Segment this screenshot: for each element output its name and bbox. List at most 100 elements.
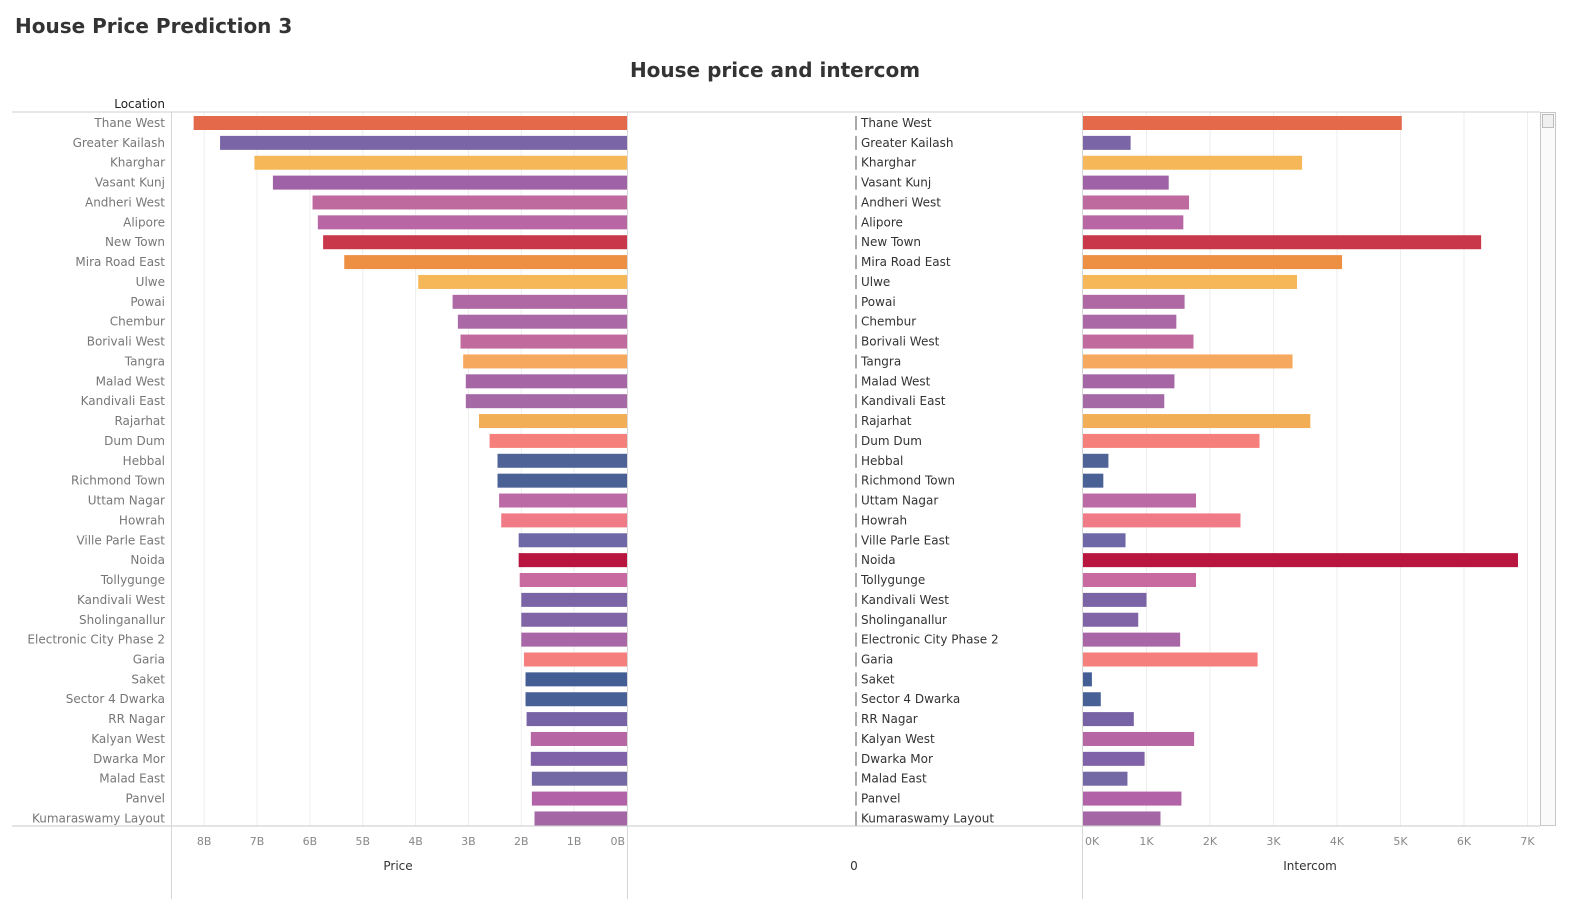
price-bar bbox=[521, 632, 627, 647]
price-bar bbox=[519, 573, 627, 588]
category-label: Richmond Town bbox=[71, 474, 165, 488]
price-bar bbox=[479, 414, 627, 429]
middle-category-label: Kalyan West bbox=[861, 732, 935, 746]
price-bar bbox=[220, 135, 627, 150]
category-label: Saket bbox=[131, 672, 165, 686]
middle-category-label: Malad West bbox=[861, 374, 931, 388]
price-bar bbox=[523, 652, 627, 667]
category-labels: Thane West Thane West Greater Kailash Great… bbox=[27, 116, 999, 826]
middle-category-label: Rajarhat bbox=[861, 414, 912, 428]
price-bar bbox=[531, 771, 627, 786]
price-bar bbox=[344, 255, 627, 270]
category-label: Electronic City Phase 2 bbox=[27, 633, 165, 647]
intercom-bar bbox=[1083, 553, 1518, 568]
category-label: Sholinganallur bbox=[79, 613, 165, 627]
middle-category-label: Powai bbox=[861, 295, 896, 309]
price-tick-label: 0B bbox=[610, 835, 625, 848]
middle-category-label: Kandivali East bbox=[861, 394, 946, 408]
middle-category-label: Saket bbox=[861, 672, 895, 686]
price-bar bbox=[530, 731, 627, 746]
intercom-bar bbox=[1083, 692, 1101, 707]
intercom-bar bbox=[1083, 791, 1182, 806]
chart-title: House price and intercom bbox=[629, 58, 921, 82]
price-bar bbox=[457, 314, 627, 329]
price-bar bbox=[312, 195, 627, 210]
category-label: Uttam Nagar bbox=[88, 494, 165, 508]
price-bar bbox=[497, 473, 627, 488]
scrollbar-thumb[interactable] bbox=[1542, 114, 1554, 128]
category-label: Kharghar bbox=[110, 156, 165, 170]
middle-category-label: Chembur bbox=[861, 315, 916, 329]
category-label: Garia bbox=[133, 652, 165, 666]
intercom-bar bbox=[1083, 632, 1181, 647]
price-tick-label: 2B bbox=[514, 835, 529, 848]
category-label: Kandivali East bbox=[81, 394, 166, 408]
intercom-tick-label: 4K bbox=[1330, 835, 1345, 848]
middle-category-label: Hebbal bbox=[861, 454, 903, 468]
price-tick-label: 3B bbox=[461, 835, 476, 848]
middle-category-label: Greater Kailash bbox=[861, 136, 953, 150]
category-label: Ville Parle East bbox=[76, 533, 165, 547]
category-label: Greater Kailash bbox=[73, 136, 165, 150]
intercom-bar bbox=[1083, 811, 1161, 826]
category-label: Chembur bbox=[110, 315, 165, 329]
intercom-bar bbox=[1083, 493, 1197, 508]
grid-lines bbox=[203, 112, 1528, 826]
middle-category-label: Richmond Town bbox=[861, 474, 955, 488]
middle-category-label: Dum Dum bbox=[861, 434, 922, 448]
price-tick-label: 5B bbox=[355, 835, 370, 848]
intercom-bar bbox=[1083, 215, 1184, 230]
middle-category-label: RR Nagar bbox=[861, 712, 918, 726]
intercom-bar bbox=[1083, 473, 1104, 488]
price-bar bbox=[518, 553, 627, 568]
category-label: Rajarhat bbox=[114, 414, 165, 428]
middle-category-label: Kandivali West bbox=[861, 593, 949, 607]
price-bar bbox=[323, 235, 627, 250]
intercom-tick-label: 5K bbox=[1393, 835, 1408, 848]
intercom-bar bbox=[1083, 672, 1092, 687]
intercom-bar bbox=[1083, 751, 1145, 766]
category-label: Kumaraswamy Layout bbox=[32, 811, 165, 825]
middle-category-label: New Town bbox=[861, 235, 921, 249]
category-label: Powai bbox=[130, 295, 165, 309]
intercom-axis-title: Intercom bbox=[1283, 859, 1337, 873]
intercom-bar bbox=[1083, 394, 1165, 409]
category-label: Panvel bbox=[126, 792, 165, 806]
intercom-bar bbox=[1083, 612, 1139, 627]
price-bar bbox=[521, 612, 627, 627]
price-bar bbox=[534, 811, 627, 826]
middle-category-label: Malad East bbox=[861, 772, 927, 786]
intercom-tick-label: 6K bbox=[1457, 835, 1472, 848]
bars bbox=[193, 116, 1518, 826]
intercom-bar bbox=[1083, 334, 1194, 349]
middle-category-label: Tollygunge bbox=[860, 573, 925, 587]
middle-category-label: Tangra bbox=[860, 354, 901, 368]
price-tick-label: 7B bbox=[250, 835, 265, 848]
intercom-bar bbox=[1083, 354, 1293, 369]
axis-ticks: 8B 7B 6B 5B 4B 3B 2B 1B 0B 0K 1K 2K 3K 4K 5K 6K 7K bbox=[197, 835, 1535, 848]
price-bar bbox=[530, 751, 627, 766]
intercom-bar bbox=[1083, 731, 1195, 746]
category-label: Kalyan West bbox=[91, 732, 165, 746]
vertical-scrollbar[interactable] bbox=[1540, 112, 1556, 826]
price-bar bbox=[489, 433, 627, 448]
category-label: Hebbal bbox=[123, 454, 165, 468]
intercom-bar bbox=[1083, 116, 1402, 130]
intercom-bar bbox=[1083, 155, 1303, 170]
price-bar bbox=[465, 394, 627, 409]
category-label: Noida bbox=[130, 553, 165, 567]
price-bar bbox=[460, 334, 627, 349]
dashboard-title: House Price Prediction 3 bbox=[15, 14, 293, 38]
category-label: RR Nagar bbox=[108, 712, 165, 726]
middle-category-label: Dwarka Mor bbox=[861, 752, 933, 766]
intercom-bar bbox=[1083, 453, 1109, 468]
middle-category-label: Noida bbox=[861, 553, 896, 567]
price-bar bbox=[531, 791, 627, 806]
category-label: Dum Dum bbox=[104, 434, 165, 448]
category-label: Kandivali West bbox=[77, 593, 165, 607]
category-label: Borivali West bbox=[87, 335, 166, 349]
category-label: Malad East bbox=[99, 772, 165, 786]
intercom-bar bbox=[1083, 294, 1185, 309]
row-header-location: Location bbox=[114, 97, 165, 111]
middle-category-label: Panvel bbox=[861, 792, 900, 806]
